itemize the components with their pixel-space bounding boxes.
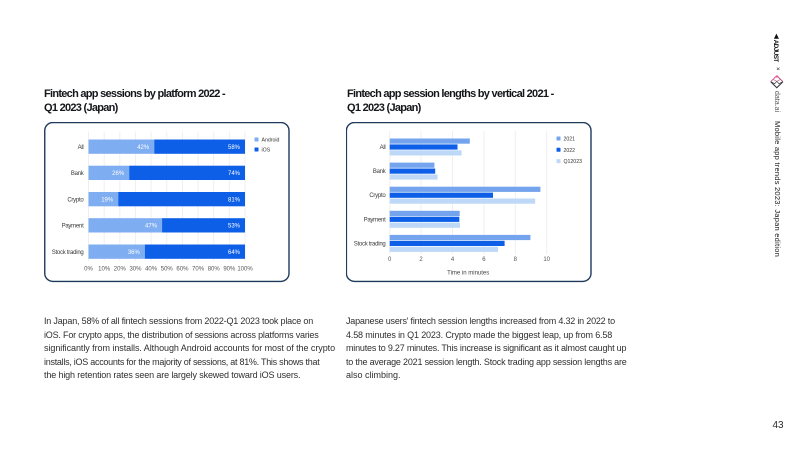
svg-text:4: 4	[451, 257, 455, 263]
svg-text:60%: 60%	[176, 267, 189, 273]
svg-text:Q12023: Q12023	[564, 159, 583, 165]
svg-text:6: 6	[482, 257, 486, 263]
svg-text:2: 2	[419, 257, 423, 263]
svg-text:64%: 64%	[228, 250, 241, 256]
svg-text:20%: 20%	[114, 267, 127, 273]
svg-text:90%: 90%	[223, 267, 236, 273]
svg-text:36%: 36%	[128, 250, 141, 256]
svg-text:Bank: Bank	[373, 169, 387, 175]
svg-text:10%: 10%	[98, 267, 111, 273]
svg-text:Crypto: Crypto	[369, 193, 386, 199]
svg-text:70%: 70%	[192, 267, 205, 273]
svg-text:8: 8	[514, 257, 518, 263]
svg-text:2022: 2022	[564, 148, 576, 154]
svg-text:74%: 74%	[228, 171, 241, 177]
svg-text:80%: 80%	[208, 267, 221, 273]
svg-text:40%: 40%	[145, 267, 158, 273]
svg-text:ADJUST: ADJUST	[772, 40, 779, 63]
svg-text:100%: 100%	[237, 267, 253, 273]
svg-text:iOS: iOS	[262, 148, 271, 154]
svg-text:0%: 0%	[84, 267, 93, 273]
svg-text:50%: 50%	[161, 267, 174, 273]
svg-text:42%: 42%	[137, 145, 150, 151]
svg-text:30%: 30%	[129, 267, 142, 273]
svg-text:53%: 53%	[228, 224, 241, 230]
svg-text:Crypto: Crypto	[67, 197, 84, 203]
svg-text:All: All	[78, 145, 84, 151]
svg-text:All: All	[380, 145, 386, 151]
svg-text:58%: 58%	[228, 145, 241, 151]
svg-text:2021: 2021	[564, 137, 576, 143]
svg-text:Time in minutes: Time in minutes	[447, 271, 489, 277]
svg-text:Bank: Bank	[71, 171, 85, 177]
svg-text:19%: 19%	[101, 197, 114, 203]
svg-text:Stock trading: Stock trading	[52, 250, 84, 256]
svg-text:Stock trading: Stock trading	[354, 241, 386, 247]
svg-text:10: 10	[543, 257, 550, 263]
svg-text:47%: 47%	[145, 224, 158, 230]
svg-text:0: 0	[388, 257, 392, 263]
svg-text:26%: 26%	[112, 171, 125, 177]
svg-text:Payment: Payment	[62, 224, 85, 230]
svg-text:Android: Android	[262, 138, 280, 144]
svg-text:Payment: Payment	[364, 217, 387, 223]
svg-text:81%: 81%	[228, 197, 241, 203]
